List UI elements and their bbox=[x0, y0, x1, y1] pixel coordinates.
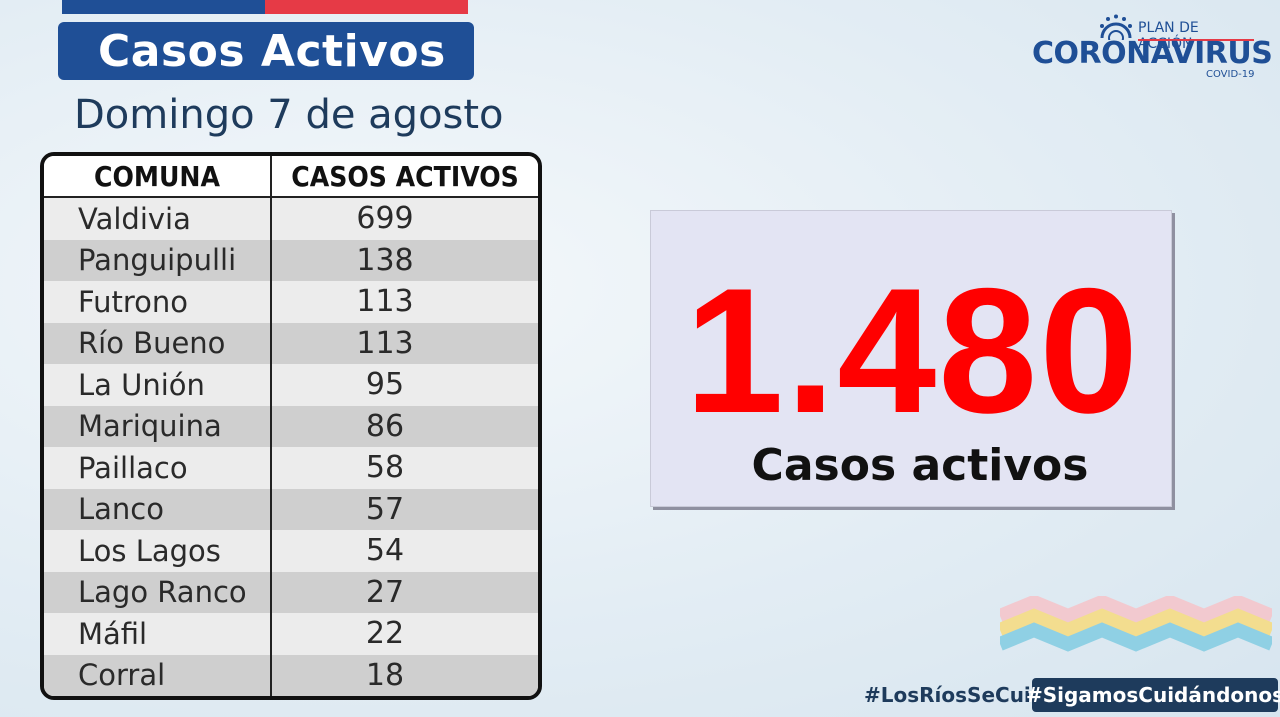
cell-comuna: Río Bueno bbox=[44, 322, 272, 364]
top-bar-red bbox=[265, 0, 468, 14]
table-header: COMUNA CASOS ACTIVOS bbox=[44, 156, 538, 198]
cell-comuna: Paillaco bbox=[44, 447, 272, 489]
cell-comuna: La Unión bbox=[44, 364, 272, 406]
table-row: Lago Ranco 27 bbox=[44, 571, 538, 613]
waves-decoration bbox=[1000, 596, 1272, 652]
top-bar-blue bbox=[62, 0, 265, 14]
cell-comuna: Mariquina bbox=[44, 405, 272, 447]
cell-casos: 113 bbox=[356, 325, 414, 361]
cell-casos: 54 bbox=[365, 533, 405, 569]
table-row: Panguipulli 138 bbox=[44, 239, 538, 281]
table-row: Los Lagos 54 bbox=[44, 530, 538, 572]
logo-divider bbox=[1138, 39, 1254, 41]
virus-icon bbox=[1100, 14, 1132, 40]
cases-table: COMUNA CASOS ACTIVOS Valdivia 699 Panguip… bbox=[40, 152, 542, 700]
cell-casos: 18 bbox=[365, 657, 405, 693]
cell-comuna: Los Lagos bbox=[44, 530, 272, 572]
hashtag-sigamos: #SigamosCuidándonos bbox=[1026, 678, 1280, 712]
cell-casos: 138 bbox=[356, 242, 414, 278]
table-row: Paillaco 58 bbox=[44, 447, 538, 489]
total-label: Casos activos bbox=[751, 440, 1089, 491]
total-value: 1.480 bbox=[684, 251, 1141, 450]
table-row: Mariquina 86 bbox=[44, 405, 538, 447]
coronavirus-logo: PLAN DE ACCIÓN CORONAVIRUS COVID-19 bbox=[1030, 14, 1273, 84]
date-label: Domingo 7 de agosto bbox=[74, 92, 504, 138]
cell-comuna: Lago Ranco bbox=[44, 571, 272, 613]
cell-casos: 95 bbox=[365, 367, 405, 403]
cell-casos: 86 bbox=[365, 408, 405, 444]
cell-casos: 22 bbox=[365, 616, 405, 652]
cell-comuna: Futrono bbox=[44, 281, 272, 323]
table-body: Valdivia 699 Panguipulli 138 Futrono 113 Rí… bbox=[44, 198, 538, 696]
table-row: Corral 18 bbox=[44, 654, 538, 696]
cell-comuna: Lanco bbox=[44, 488, 272, 530]
top-color-bar bbox=[62, 0, 468, 14]
cell-casos: 58 bbox=[365, 450, 405, 486]
cell-casos: 113 bbox=[356, 284, 414, 320]
table-row: Máfil 22 bbox=[44, 613, 538, 655]
logo-sub: COVID-19 bbox=[1206, 69, 1255, 80]
title-banner: Casos Activos bbox=[58, 22, 474, 80]
cell-comuna: Valdivia bbox=[44, 198, 272, 240]
cell-casos: 57 bbox=[365, 491, 405, 527]
table-row: La Unión 95 bbox=[44, 364, 538, 406]
table-row: Lanco 57 bbox=[44, 488, 538, 530]
cell-casos: 699 bbox=[356, 201, 414, 237]
total-card bbox=[650, 210, 1172, 507]
table-row: Valdivia 699 bbox=[44, 198, 538, 240]
hashtag-losrios: #LosRíosSeCuida bbox=[864, 683, 1059, 707]
cell-comuna: Máfil bbox=[44, 613, 272, 655]
page-title: Casos Activos bbox=[98, 25, 446, 77]
table-row: Río Bueno 113 bbox=[44, 322, 538, 364]
cell-comuna: Corral bbox=[44, 654, 272, 696]
header-casos: CASOS ACTIVOS bbox=[291, 159, 519, 193]
cell-casos: 27 bbox=[365, 574, 405, 610]
header-comuna: COMUNA bbox=[44, 156, 272, 196]
cell-comuna: Panguipulli bbox=[44, 239, 272, 281]
logo-name: CORONAVIRUS bbox=[1032, 36, 1273, 71]
table-row: Futrono 113 bbox=[44, 281, 538, 323]
